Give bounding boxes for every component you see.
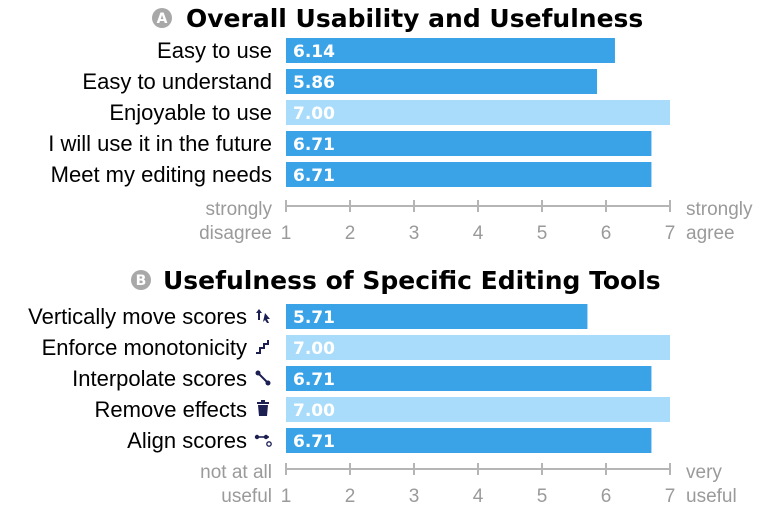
bar <box>286 397 670 422</box>
x-tick-label: 4 <box>473 486 484 507</box>
low-end-label: strongly <box>205 199 272 220</box>
category-label: Enjoyable to use <box>109 100 272 125</box>
high-end-label: very <box>686 462 722 483</box>
x-tick-label: 1 <box>281 223 292 244</box>
x-tick-label: 7 <box>665 486 676 507</box>
x-tick-label: 6 <box>601 486 612 507</box>
category-label: Easy to understand <box>82 69 272 94</box>
trash-icon <box>257 400 269 416</box>
x-tick-label: 1 <box>281 486 292 507</box>
low-end-label: disagree <box>199 223 272 244</box>
bar-value-label: 7.00 <box>293 104 335 124</box>
x-tick-label: 5 <box>537 486 548 507</box>
bar <box>286 69 598 94</box>
bar-value-label: 5.86 <box>293 73 335 93</box>
bar-value-label: 6.71 <box>293 166 335 186</box>
bar <box>286 131 652 156</box>
category-label: Meet my editing needs <box>51 162 272 187</box>
category-label: Vertically move scores <box>28 304 247 329</box>
bar <box>286 162 652 187</box>
interpolate-icon <box>255 370 271 386</box>
panel-badge-letter: B <box>136 273 147 289</box>
x-tick-label: 3 <box>409 223 420 244</box>
align-icon <box>254 434 272 447</box>
bar <box>286 38 615 63</box>
chart-title: Overall Usability and Usefulness <box>186 4 643 33</box>
bar-value-label: 6.14 <box>293 42 335 62</box>
x-tick-label: 2 <box>345 223 356 244</box>
chart-panel-a: A Overall Usability and Usefulness Easy to… <box>48 4 753 244</box>
monotonic-icon <box>256 340 269 354</box>
bar <box>286 428 652 453</box>
panel-badge <box>152 8 172 28</box>
bar <box>286 335 670 360</box>
panel-badge-letter: A <box>157 11 168 27</box>
x-tick-label: 3 <box>409 486 420 507</box>
high-end-label: useful <box>686 486 737 507</box>
chart-panel-b: B Usefulness of Specific Editing Tools Ver… <box>28 266 737 507</box>
bar <box>286 304 588 329</box>
category-label: I will use it in the future <box>48 131 272 156</box>
x-tick-label: 7 <box>665 223 676 244</box>
move-vertical-icon <box>256 309 270 323</box>
bar-value-label: 6.71 <box>293 370 335 390</box>
low-end-label: useful <box>221 486 272 507</box>
bar-value-label: 7.00 <box>293 401 335 421</box>
bar-value-label: 6.71 <box>293 432 335 452</box>
bar <box>286 100 670 125</box>
category-label: Enforce monotonicity <box>42 335 247 360</box>
category-label: Remove effects <box>95 397 247 422</box>
chart-title: Usefulness of Specific Editing Tools <box>163 266 661 295</box>
low-end-label: not at all <box>200 462 272 483</box>
x-tick-label: 2 <box>345 486 356 507</box>
high-end-label: agree <box>686 223 735 244</box>
x-tick-label: 6 <box>601 223 612 244</box>
x-tick-label: 4 <box>473 223 484 244</box>
bar-value-label: 6.71 <box>293 135 335 155</box>
high-end-label: strongly <box>686 199 753 220</box>
bar-value-label: 5.71 <box>293 308 335 328</box>
category-label: Interpolate scores <box>72 366 247 391</box>
category-label: Align scores <box>127 428 247 453</box>
x-tick-label: 5 <box>537 223 548 244</box>
category-label: Easy to use <box>157 38 272 63</box>
bar <box>286 366 652 391</box>
bar-value-label: 7.00 <box>293 339 335 359</box>
panel-badge <box>131 270 151 290</box>
